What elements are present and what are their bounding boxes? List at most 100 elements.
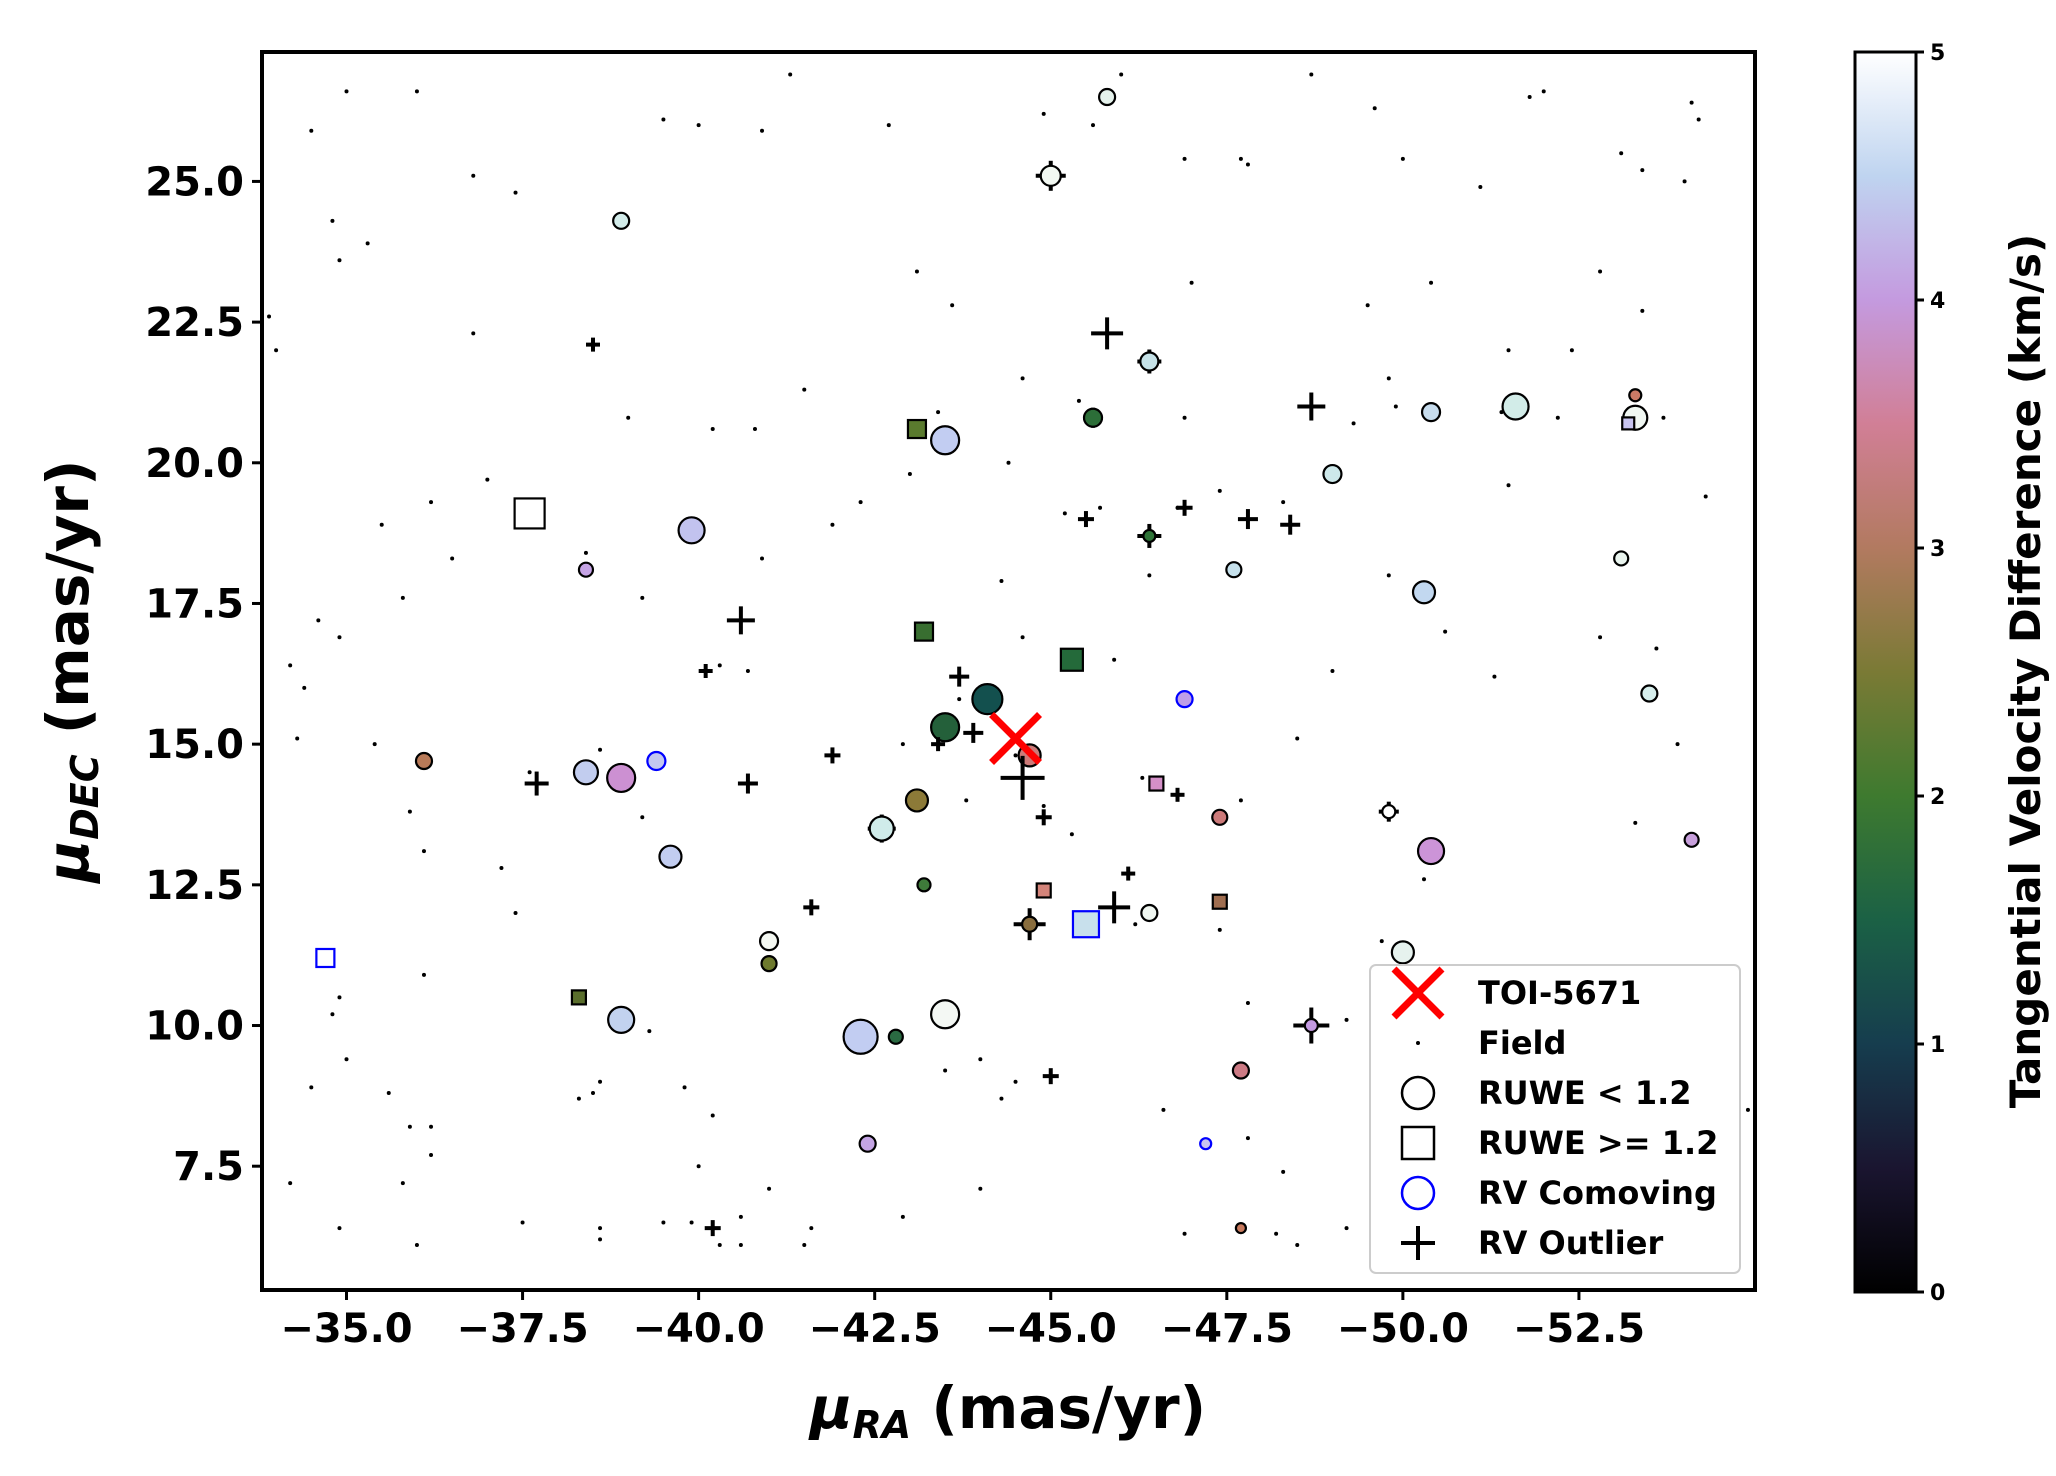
field-star-point (590, 1091, 595, 1096)
field-star-point (1351, 421, 1356, 426)
field-star-point (1689, 100, 1694, 105)
field-star-point (1062, 511, 1067, 516)
star-point (1137, 523, 1162, 548)
field-star-point (576, 1096, 581, 1101)
field-star-point (999, 1096, 1004, 1101)
star-point (414, 751, 434, 771)
field-star-point (337, 258, 342, 263)
legend-label: RV Outlier (1478, 1224, 1663, 1262)
star-circle-marker (1234, 1221, 1248, 1235)
star-point (658, 844, 683, 869)
star-circle-marker (1420, 402, 1442, 423)
star-square-marker (1059, 647, 1084, 672)
field-star-point (1274, 1231, 1279, 1236)
star-point (1501, 392, 1530, 421)
field-star-point (407, 809, 412, 814)
field-star-point (626, 415, 631, 420)
star-square-marker (315, 947, 336, 969)
star-point (906, 418, 928, 440)
star-point (572, 759, 600, 786)
field-star-point (1372, 106, 1377, 111)
y-tick-label: 12.5 (145, 863, 244, 909)
field-star-point (1527, 95, 1532, 100)
star-point (1175, 690, 1194, 709)
x-tick-label: −50.0 (1337, 1306, 1469, 1352)
field-star-point (1217, 927, 1222, 932)
field-star-point (809, 1226, 814, 1231)
colorbar-tick-label: 4 (1930, 289, 1945, 314)
legend: TOI-5671 Field RUWE < 1.2 RUWE >= 1.2 RV Com… (1369, 964, 1741, 1274)
field-star-point (267, 314, 272, 319)
star-circle-marker (1140, 903, 1159, 923)
field-star-point (1555, 415, 1560, 420)
star-point (758, 931, 780, 952)
field-star-point (1745, 1107, 1750, 1112)
field-star-point (1281, 500, 1286, 505)
field-star-point (288, 663, 293, 668)
star-point (1411, 580, 1437, 605)
star-point (1137, 349, 1162, 374)
field-star-point (1076, 398, 1081, 403)
field-stars (267, 72, 1750, 1247)
field-star-point (1041, 804, 1046, 809)
field-star-point (295, 736, 300, 741)
field-star-point (1281, 1169, 1286, 1174)
star-point (1390, 940, 1415, 965)
x-tick-label: −40.0 (633, 1306, 765, 1352)
field-star-point (760, 128, 765, 133)
star-circle-marker (1322, 463, 1343, 485)
field-star-point (978, 1057, 983, 1062)
colorbar-tick-label: 3 (1930, 537, 1945, 562)
star-point (315, 947, 336, 969)
star-circle-marker (606, 762, 637, 794)
field-star-point (485, 477, 490, 482)
star-square-marker (1211, 893, 1228, 910)
field-star-point (647, 1029, 652, 1034)
star-point (824, 747, 841, 764)
star-circle-marker (677, 516, 706, 545)
x-axis-title: μRA (mas/yr) (808, 1374, 1206, 1447)
field-star-point (914, 269, 919, 274)
field-star-point (1654, 646, 1659, 651)
field-star-point (738, 1214, 743, 1219)
field-star-point (689, 1220, 694, 1225)
star-point (1077, 511, 1094, 528)
field-star-point (950, 303, 955, 308)
star-point (1091, 317, 1124, 350)
star-point (1121, 866, 1136, 881)
field-star-point (309, 128, 314, 133)
star-point (607, 1005, 636, 1034)
colorbar-tick-label: 0 (1930, 1281, 1945, 1306)
field-star-point (1661, 415, 1666, 420)
star-circle-marker (1142, 528, 1157, 544)
field-star-point (421, 972, 426, 977)
field-star-point (1091, 123, 1096, 128)
field-star-point (1245, 1001, 1250, 1006)
star-square-marker (1035, 882, 1052, 899)
field-star-point (1393, 404, 1398, 409)
legend-box (1369, 964, 1741, 1274)
field-star-point (1182, 415, 1187, 420)
star-point (1613, 550, 1630, 567)
field-star-point (1344, 1226, 1349, 1231)
field-star-point (1675, 742, 1680, 747)
field-star-point (900, 742, 905, 747)
field-star-point (802, 387, 807, 392)
field-star-point (1020, 376, 1025, 381)
star-square-marker (913, 621, 935, 642)
field-star-point (1309, 72, 1314, 77)
star-point (737, 773, 758, 794)
x-axis: −35.0 −37.5 −40.0 −42.5 −45.0 −47.5 −50.0 −52.5 (280, 1290, 1645, 1352)
field-star-point (429, 500, 434, 505)
y-tick-label: 25.0 (145, 159, 244, 205)
star-circle-marker (930, 712, 961, 743)
star-point (1683, 831, 1700, 848)
star-circle-marker (1640, 684, 1659, 703)
field-star-point (274, 348, 279, 353)
y-tick-label: 17.5 (145, 581, 244, 627)
star-circle-marker (1416, 836, 1446, 866)
star-point (803, 899, 820, 916)
legend-label: RV Comoving (1478, 1174, 1717, 1212)
star-circle-marker (868, 815, 895, 842)
star-circle-marker (1501, 392, 1530, 421)
